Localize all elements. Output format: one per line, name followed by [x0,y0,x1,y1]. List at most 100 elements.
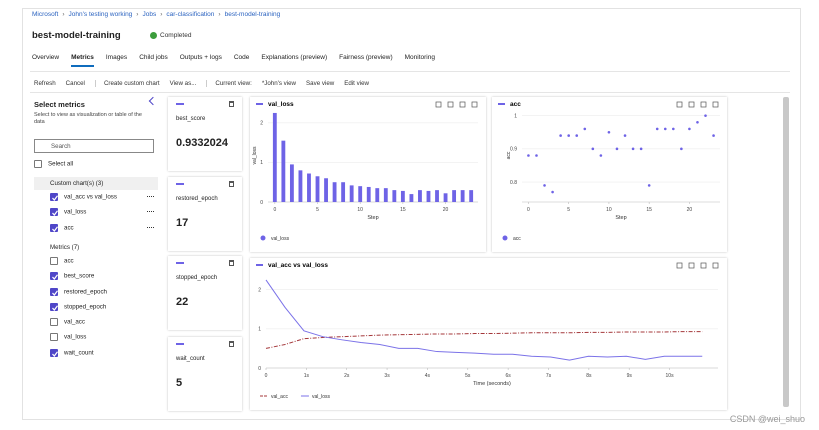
point [543,184,546,187]
more[interactable] [147,226,154,229]
toolbar: Refresh Cancel Create custom chart View as.… [34,80,369,87]
tab[interactable]: Overview [32,54,60,61]
trash[interactable] [229,181,234,187]
checkbox[interactable] [50,302,58,311]
checkbox[interactable] [50,256,58,265]
toolbar-item[interactable]: Create custom chart [94,80,160,87]
tab[interactable]: Images [105,54,128,61]
point [631,147,635,151]
tab[interactable]: Metrics [71,54,94,67]
x-tick-label: 0 [265,373,268,379]
metric-item[interactable]: stopped_epoch [50,302,158,311]
status: Completed [150,32,191,39]
frame [22,8,801,420]
tab[interactable]: Monitoring [404,54,435,61]
y-tick-label: 1 [260,160,263,166]
metric-item[interactable]: restored_epoch [50,287,158,296]
bar [341,182,346,202]
breadcrumb-item[interactable]: car-classification [160,11,214,18]
checkbox[interactable] [50,333,58,342]
bar [332,182,337,202]
more[interactable] [147,196,154,198]
trash[interactable] [229,260,234,266]
breadcrumb-item[interactable]: best-model-training [218,11,281,18]
panel-icon[interactable] [471,101,478,108]
label: val_acc [64,318,85,326]
point [655,127,659,131]
metric-item[interactable]: best_score [50,272,158,281]
breadcrumb-item[interactable]: Jobs [136,11,156,18]
bar [460,190,465,202]
panel-icon[interactable] [712,262,719,269]
panel-icon[interactable] [688,262,695,269]
metric-item[interactable]: acc [50,256,158,265]
trash[interactable] [229,101,234,107]
search-box[interactable]: Search [34,139,154,153]
divider [30,71,790,72]
tab[interactable]: Code [233,54,250,61]
panel-icon[interactable] [459,101,466,108]
scrollbar [783,97,789,407]
label: val_loss [64,334,87,342]
more[interactable] [147,211,154,213]
checkbox[interactable] [50,318,58,327]
checkbox[interactable] [50,287,58,296]
panel-icon[interactable] [700,262,707,269]
group-header[interactable]: Metrics (7) [34,241,158,254]
panel-icon[interactable] [712,101,719,108]
group-header[interactable]: Custom chart(s) (3) [34,177,158,190]
tab[interactable]: Fairness (preview) [339,54,393,61]
card-name: stopped_epoch [176,275,218,281]
panel-icon[interactable] [447,101,454,108]
tab[interactable]: Child jobs [139,54,168,61]
checkbox[interactable] [50,348,58,357]
sidebar: Select metrics Select to view as visualiz… [30,96,158,415]
toolbar-item[interactable]: *John's view [261,80,297,87]
bar [435,190,439,202]
metric-item[interactable]: val_acc vs val_loss [50,193,158,201]
checkbox[interactable] [50,208,58,217]
metric-item[interactable]: val_acc [50,318,158,327]
tab[interactable]: Explanations (preview) [261,54,328,61]
toolbar-item[interactable]: View as... [169,80,197,87]
card-name: best_score [176,116,206,122]
checkbox[interactable] [50,223,58,232]
y-tick-label: 0 [258,366,261,372]
label: best_score [64,272,95,280]
panel-icon[interactable] [688,101,695,108]
select-all[interactable]: Select all [34,160,73,168]
metric-item[interactable]: acc [50,223,158,232]
card-icon [176,103,184,105]
trash[interactable] [229,341,234,347]
panel-icon[interactable] [700,101,707,108]
metric-item[interactable]: val_loss [50,208,158,217]
toolbar-item[interactable]: Edit view [344,80,369,87]
legend-label: acc [513,236,521,242]
title-icon [498,103,505,105]
checkbox[interactable] [50,193,58,201]
metric-item[interactable]: wait_count [50,348,158,357]
metric-card: stopped_epoch 22 [168,256,242,330]
point [639,147,643,151]
toolbar-item[interactable]: Save view [306,80,335,87]
breadcrumb-item[interactable]: Microsoft [32,11,59,18]
point [663,127,667,131]
collapse[interactable] [148,96,158,106]
toolbar-item[interactable]: Refresh [34,80,56,87]
panel-icon[interactable] [435,101,442,108]
group-label: Custom chart(s) (3) [50,180,104,187]
metric-card: restored_epoch 17 [168,177,242,251]
chart-panel: acc 0.8 0.9 1 0 5 10 15 20 Step acc acc [492,97,727,252]
checkbox[interactable] [50,272,58,281]
panel-icon[interactable] [676,262,683,269]
point [527,154,530,157]
breadcrumb-item[interactable]: John's testing working [62,11,133,18]
group-label: Metrics (7) [50,243,80,251]
tab[interactable]: Outputs + logs [179,54,222,61]
panel-icon[interactable] [676,101,683,108]
metric-item[interactable]: val_loss [50,333,158,342]
x-tick-label: 7s [546,373,552,379]
bar [375,188,380,202]
toolbar-item[interactable]: Cancel [65,80,85,87]
